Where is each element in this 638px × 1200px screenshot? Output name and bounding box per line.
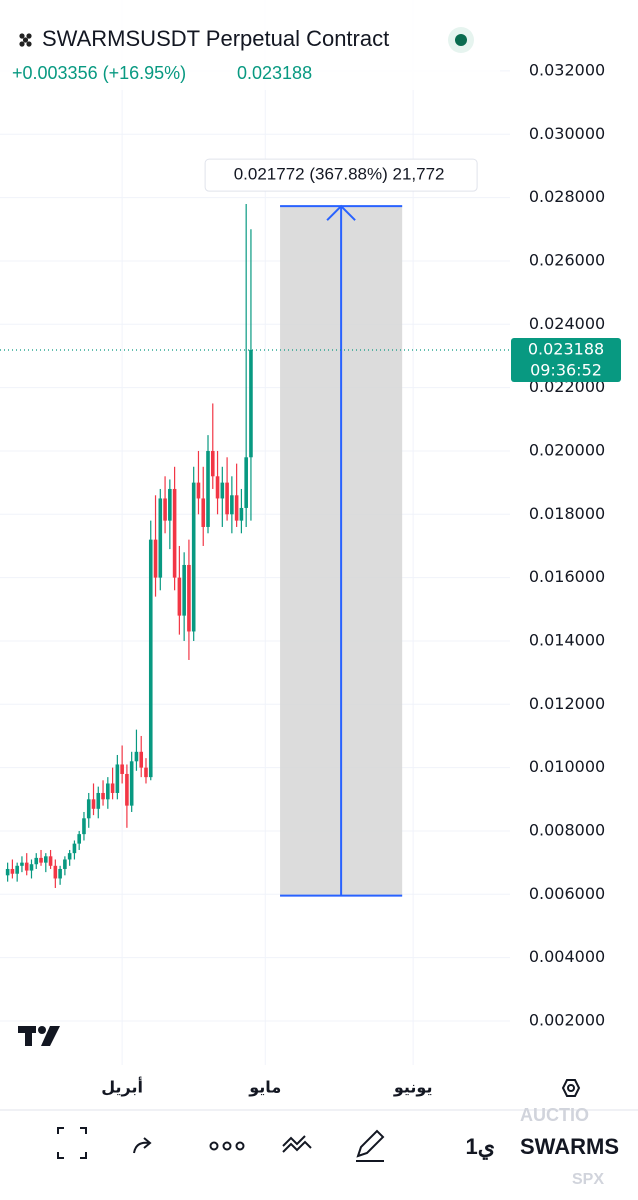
candle-body [196, 482, 201, 499]
settings-button[interactable] [561, 1079, 581, 1097]
candle-body [63, 859, 67, 869]
candle-body [58, 868, 62, 879]
candle-body [187, 564, 191, 632]
countdown: 09:36:52 [530, 360, 602, 379]
y-tick-label: 0.016000 [529, 567, 605, 586]
candle-body [39, 857, 43, 863]
overlay: 0.002000 0.004000 0.006000 0.008000 0.010000… [0, 60, 621, 1097]
candle-body [125, 773, 129, 806]
y-tick-label: 0.002000 [529, 1010, 605, 1029]
candle-body [134, 751, 139, 762]
interval-button[interactable]: 1ي [466, 1134, 495, 1160]
candle-body [82, 818, 86, 835]
last-price: 0.023188 [237, 63, 312, 83]
candle-body [101, 792, 105, 800]
y-tick-label: 0.008000 [529, 820, 605, 839]
candle-body [234, 495, 239, 521]
candle-body [144, 767, 148, 778]
candle-body [129, 761, 134, 806]
y-tick-label: 0.010000 [529, 757, 605, 776]
candle-body [177, 577, 182, 616]
candle-body [106, 783, 110, 800]
y-tick-label: 0.028000 [529, 187, 605, 206]
measure-label-bg [204, 158, 478, 192]
candle-body [29, 864, 34, 871]
candle-body [148, 539, 153, 778]
candle-body [43, 856, 48, 863]
candle-body [182, 564, 186, 616]
x-tick-label: مايو [248, 1078, 281, 1097]
candle-body [153, 539, 158, 578]
candle-body [225, 482, 229, 515]
indicators-button[interactable] [282, 1135, 312, 1153]
fullscreen-button[interactable] [57, 1127, 87, 1159]
y-tick-label: 0.024000 [529, 314, 605, 333]
tv-logo [18, 1026, 60, 1046]
candle-body [172, 488, 177, 578]
watermark: SPX [572, 1171, 604, 1188]
draw-button[interactable] [356, 1129, 385, 1162]
candle-body [210, 450, 215, 477]
candle-body [191, 482, 196, 632]
candle-body [24, 862, 29, 871]
candle-body [158, 498, 163, 578]
candle-body [72, 843, 77, 854]
candle-body [239, 507, 244, 521]
last-price-tag [511, 337, 621, 382]
candle-body [168, 488, 172, 521]
change: +0.003356 (+16.95%) [12, 63, 186, 83]
status-dot [455, 34, 467, 46]
candle-body [230, 495, 234, 515]
candle-body [48, 856, 53, 866]
candle-body [96, 792, 101, 809]
symbol-icon [19, 33, 32, 47]
y-tick-label: 0.012000 [529, 694, 605, 713]
candle-body [120, 764, 124, 774]
candle-body [249, 349, 253, 458]
candle-body [5, 868, 10, 876]
redo-button[interactable] [133, 1137, 152, 1154]
marks [5, 203, 253, 888]
candle-body [201, 498, 206, 527]
toolbar [57, 1127, 385, 1162]
x-tick-label: يونيو [393, 1078, 433, 1097]
candle-body [15, 865, 19, 874]
candle-body [220, 482, 225, 499]
candle-body [10, 868, 15, 874]
candle-body [91, 799, 96, 809]
candle-body [86, 799, 91, 819]
more-button[interactable] [209, 1141, 245, 1151]
candle-body [110, 783, 115, 793]
settings-dot [567, 1084, 575, 1092]
candle-body [34, 857, 39, 865]
y-tick-label: 0.030000 [529, 124, 605, 143]
candle-body [215, 476, 220, 499]
header-bg [0, 0, 500, 90]
chart-title: SWARMSUSDT Perpetual Contract [42, 26, 389, 51]
measure-arrowhead [326, 204, 356, 221]
y-tick-label: 0.018000 [529, 504, 605, 523]
candle-body [53, 865, 58, 879]
y-tick-label: 0.006000 [529, 884, 605, 903]
candle-body [20, 862, 24, 866]
last-price-label: 0.023188 [528, 339, 604, 358]
y-tick-label: 0.026000 [529, 250, 605, 269]
measure-label: 0.021772 (367.88%) 21,772 [234, 165, 445, 184]
candle-body [163, 498, 167, 521]
y-tick-label: 0.014000 [529, 630, 605, 649]
candle-body [67, 853, 72, 860]
candle-body [139, 751, 144, 768]
candle-body [115, 764, 120, 793]
symbol-button[interactable]: SWARMS [520, 1134, 619, 1159]
x-tick-label: أبريل [101, 1077, 143, 1097]
candle-body [206, 450, 210, 527]
y-tick-label: 0.004000 [529, 947, 605, 966]
candle-body [77, 834, 81, 844]
candle-body [244, 457, 248, 508]
y-tick-label: 0.032000 [529, 60, 605, 79]
watermark: AUCTIO [520, 1105, 589, 1125]
y-tick-label: 0.020000 [529, 440, 605, 459]
